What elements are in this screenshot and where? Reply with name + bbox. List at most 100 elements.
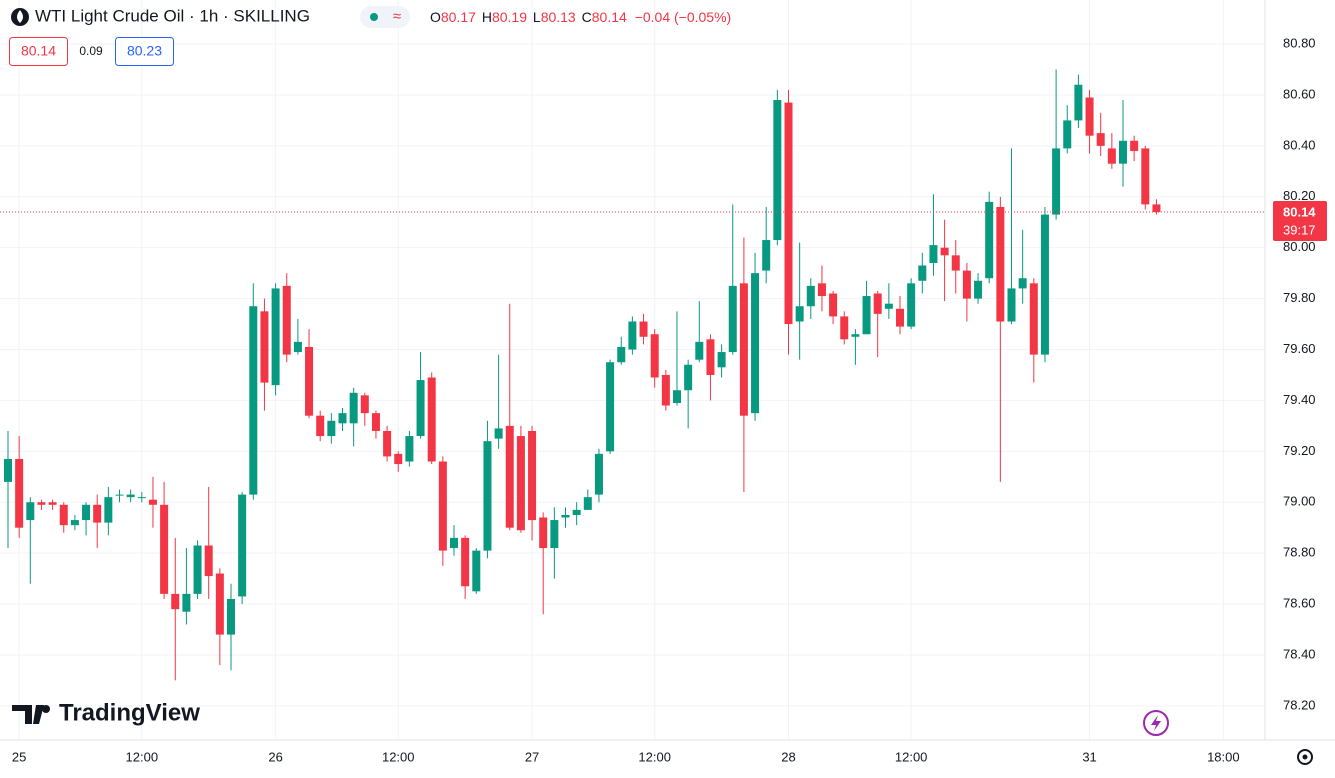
candle-body — [829, 293, 838, 317]
candle-body — [617, 346, 626, 363]
candle-body — [4, 458, 12, 482]
status-pill[interactable] — [360, 6, 410, 28]
ohlc-legend: O80.17 H80.19 L80.13 C80.14 −0.04 (−0.05… — [430, 9, 731, 25]
candle-body — [728, 285, 737, 353]
candle-body — [539, 517, 548, 549]
ohlc-value: 80.17 — [441, 9, 476, 25]
buy-button[interactable] — [115, 37, 174, 66]
x-tick-label: 12:00 — [126, 749, 159, 764]
candle-body — [59, 504, 68, 526]
candle-body — [806, 285, 815, 307]
candle-body — [394, 453, 403, 465]
logo-text: TradingView — [59, 699, 200, 726]
y-tick-label: 80.60 — [1283, 86, 1316, 101]
candles — [4, 69, 1161, 681]
candle-body — [70, 520, 79, 526]
candle-body — [594, 453, 603, 495]
candle-body — [628, 321, 637, 350]
candle-body — [873, 293, 882, 314]
x-tick-label: 12:00 — [382, 749, 415, 764]
candle-body — [137, 497, 146, 499]
candle-body — [271, 288, 280, 386]
candle-body — [227, 598, 235, 635]
candle-body — [48, 502, 57, 505]
candle-body — [427, 377, 436, 462]
y-tick-label: 79.40 — [1283, 392, 1316, 407]
symbol-icon-drop — [17, 10, 23, 23]
candle-body — [1107, 148, 1116, 164]
settings-icon — [1302, 754, 1308, 760]
candle-body — [104, 497, 113, 523]
candle-body — [1007, 288, 1016, 322]
x-tick-label: 27 — [525, 749, 539, 764]
candle-body — [126, 494, 135, 498]
candle-body — [360, 395, 369, 414]
candle-body — [940, 247, 949, 256]
lightning-button[interactable] — [1143, 710, 1169, 736]
candle-body — [349, 392, 358, 424]
candle-body — [583, 497, 592, 510]
ohlc-key: L — [533, 9, 541, 25]
candle-body — [115, 494, 124, 496]
candle-body — [37, 502, 46, 505]
last-price-label: 80.14 — [1283, 204, 1316, 219]
candle-body — [606, 362, 615, 452]
candle-body — [717, 352, 726, 368]
candle-body — [795, 306, 804, 322]
logo-icon-dot — [42, 705, 50, 713]
y-tick-label: 79.60 — [1283, 341, 1316, 356]
candle-body — [338, 413, 347, 424]
axes: 78.20 78.40 78.60 78.80 79.00 79.20 79.40 79.60… — [0, 35, 1327, 764]
x-tick-label: 31 — [1082, 749, 1096, 764]
settings-button[interactable] — [1297, 749, 1313, 765]
ohlc-key: H — [482, 9, 492, 25]
sell-price: 80.14 — [21, 43, 56, 59]
candle-body — [550, 520, 559, 549]
candle-body — [416, 380, 425, 437]
candle-body — [661, 374, 670, 406]
candle-body — [1063, 120, 1072, 149]
candle-body — [516, 436, 525, 531]
candle-body — [15, 458, 24, 528]
candle-body — [82, 504, 91, 521]
candle-body — [494, 428, 503, 439]
candle-body — [739, 283, 748, 416]
candle-body — [1119, 140, 1127, 164]
candle-body — [316, 415, 325, 437]
x-tick-label: 12:00 — [638, 749, 671, 764]
y-tick-label: 80.80 — [1283, 35, 1316, 50]
candle-body — [650, 334, 659, 378]
candle-body — [505, 425, 514, 528]
candle-body — [1018, 278, 1027, 289]
y-tick-label: 78.40 — [1283, 646, 1316, 661]
candle-body — [1074, 84, 1083, 121]
candle-body — [450, 537, 458, 549]
sell-button[interactable] — [9, 37, 68, 66]
candle-body — [528, 430, 537, 521]
candle-body — [327, 420, 336, 437]
candle-body — [951, 255, 960, 271]
x-tick-label: 25 — [12, 749, 26, 764]
y-tick-label: 78.80 — [1283, 545, 1316, 560]
candle-body — [974, 280, 983, 299]
candle-body — [1096, 133, 1105, 146]
spread: 0.09 — [79, 44, 103, 58]
buy-price: 80.23 — [127, 43, 162, 59]
candle-body — [907, 283, 916, 327]
ohlc-value: 80.14 — [592, 9, 627, 25]
candle-body — [171, 593, 180, 610]
ohlc-key: O — [430, 9, 441, 25]
y-tick-label: 79.20 — [1283, 443, 1316, 458]
candle-body — [784, 102, 793, 325]
status-icon: ≈ — [393, 8, 401, 25]
candle-body — [293, 341, 302, 353]
candle-body — [851, 334, 860, 337]
ohlc-value: 80.19 — [492, 9, 527, 25]
candle-body — [26, 502, 35, 521]
candle-body — [249, 306, 258, 495]
candle-body — [472, 550, 481, 592]
y-tick-label: 78.60 — [1283, 596, 1316, 611]
x-tick-label: 18:00 — [1207, 749, 1240, 764]
candle-body — [405, 436, 414, 462]
market-open-dot — [370, 13, 378, 21]
